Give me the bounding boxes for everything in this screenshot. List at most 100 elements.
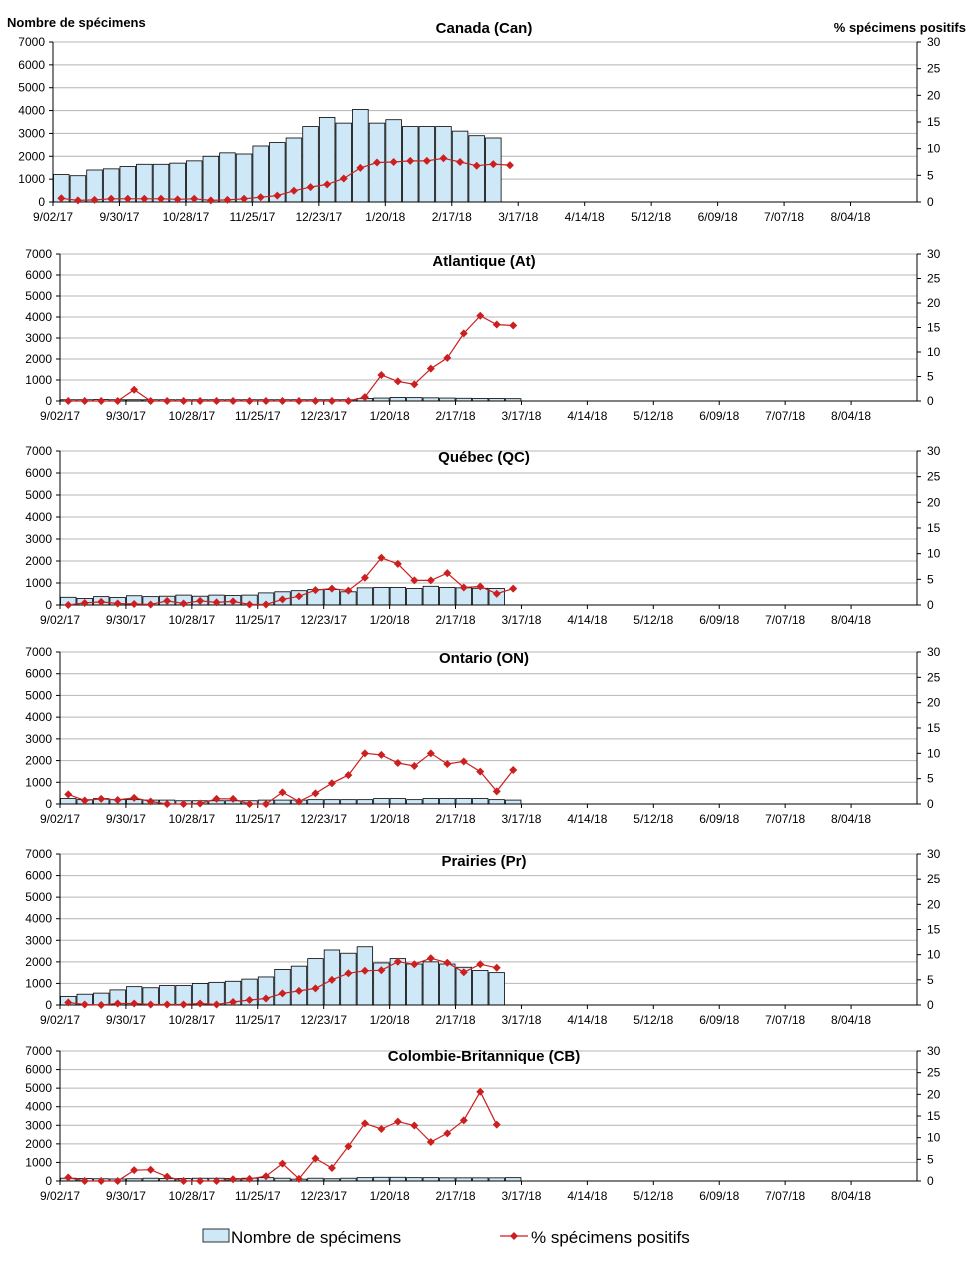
chart-2-title: Québec (QC) — [438, 449, 530, 466]
chart-5-x-tick-label: 6/09/18 — [699, 1189, 739, 1203]
chart-0-x-tick-label: 4/14/18 — [565, 210, 605, 224]
chart-4-left-tick-label: 7000 — [25, 847, 52, 861]
chart-1-x-tick-label: 6/09/18 — [699, 409, 739, 423]
chart-4-bar — [422, 961, 439, 1006]
chart-0-x-tick-label: 9/30/17 — [99, 210, 139, 224]
chart-4-positive-marker — [377, 966, 386, 975]
chart-4-positive-marker — [229, 997, 238, 1006]
chart-2-positive-marker — [410, 576, 419, 585]
chart-5-right-tick-label: 30 — [927, 1044, 941, 1058]
chart-0-x-tick-label: 8/04/18 — [831, 210, 871, 224]
chart-1-positive-marker — [64, 397, 73, 405]
chart-1-positive-marker — [113, 397, 122, 405]
chart-2-positive-marker — [360, 573, 369, 582]
chart-4-bar — [356, 946, 374, 1006]
chart-2-bar — [356, 587, 374, 606]
chart-1-right-tick-label: 15 — [927, 321, 941, 335]
chart-4-x-tick-label: 6/09/18 — [699, 1013, 739, 1027]
chart-1-title: Atlantique (At) — [432, 253, 535, 270]
chart-1-x-tick-label: 8/04/18 — [831, 409, 871, 423]
chart-2-positive-line — [68, 557, 514, 606]
chart-5-positive-marker — [97, 1177, 106, 1185]
chart-5-positive-marker — [229, 1175, 238, 1184]
chart-2-right-tick-label: 25 — [927, 470, 941, 484]
chart-2-x-tick-label: 7/07/18 — [765, 613, 805, 627]
chart-0-bar — [435, 126, 452, 203]
chart-1-right-tick-label: 30 — [927, 247, 941, 261]
chart-5-positive-marker — [179, 1177, 188, 1185]
chart-4-positive-marker — [327, 975, 336, 984]
chart-3-left-tick-label: 7000 — [25, 645, 52, 659]
chart-0-positive-marker — [389, 158, 398, 166]
chart-1-positive-marker — [163, 397, 172, 405]
chart-4-x-tick-label: 8/04/18 — [831, 1013, 871, 1027]
chart-5-left-tick-label: 6000 — [25, 1063, 52, 1077]
chart-0-x-tick-label: 7/07/18 — [764, 210, 804, 224]
chart-0-x-tick-label: 6/09/18 — [698, 210, 738, 224]
chart-4-positive-marker — [97, 1001, 106, 1009]
chart-3-right-tick-label: 5 — [927, 772, 934, 786]
chart-4-positive-marker — [179, 1000, 188, 1009]
chart-5-positive-marker — [327, 1164, 336, 1172]
chart-0-x-tick-label: 10/28/17 — [163, 210, 210, 224]
chart-2-x-tick-label: 11/25/17 — [235, 613, 281, 627]
chart-1-bar — [406, 397, 423, 402]
chart-3-positive-marker — [492, 787, 501, 796]
chart-3-positive-marker — [80, 796, 89, 805]
chart-2-right-tick-label: 0 — [927, 598, 934, 612]
chart-2-positive-marker — [97, 597, 106, 606]
chart-4-x-tick-label: 2/17/18 — [436, 1013, 476, 1027]
chart-5-positive-marker — [410, 1121, 419, 1130]
chart-2-x-tick-label: 12/23/17 — [300, 613, 347, 627]
chart-1-x-tick-label: 1/20/18 — [370, 409, 410, 423]
chart-3-bar — [274, 799, 291, 805]
chart-4-left-tick-label: 0 — [45, 998, 52, 1012]
chart-1-right-tick-label: 0 — [927, 394, 934, 408]
chart-2-positive-marker — [492, 589, 501, 598]
chart-0-title: Canada (Can) — [436, 20, 533, 37]
chart-4-positive-marker — [163, 1000, 172, 1009]
chart-0-left-tick-label: 7000 — [18, 35, 45, 49]
chart-4-positive-marker — [212, 1000, 221, 1009]
chart-4-x-tick-label: 10/28/17 — [168, 1013, 215, 1027]
chart-1-left-tick-label: 3000 — [25, 331, 52, 345]
chart-5-positive-marker — [476, 1087, 485, 1096]
chart-1-right-tick-label: 10 — [927, 345, 941, 359]
chart-4-x-tick-label: 5/12/18 — [633, 1013, 673, 1027]
chart-3-bar — [472, 798, 489, 805]
chart-3-positive-marker — [262, 800, 271, 808]
chart-1-positive-marker — [311, 397, 320, 405]
chart-5-x-tick-label: 4/14/18 — [567, 1189, 607, 1203]
chart-1-positive-marker — [245, 397, 254, 405]
chart-3-bar — [373, 798, 390, 805]
chart-4-bar — [340, 952, 357, 1006]
chart-2-left-tick-label: 4000 — [25, 510, 52, 524]
chart-5-left-tick-label: 5000 — [25, 1081, 52, 1095]
legend-line-marker — [510, 1232, 518, 1240]
chart-4-positive-marker — [492, 963, 501, 972]
chart-0-positive-line — [61, 157, 510, 202]
chart-2-x-tick-label: 6/09/18 — [699, 613, 739, 627]
chart-0-left-tick-label: 4000 — [18, 104, 45, 118]
chart-5-x-tick-label: 8/04/18 — [831, 1189, 871, 1203]
chart-2-x-tick-label: 9/02/17 — [40, 613, 80, 627]
chart-5-positive-marker — [262, 1172, 271, 1181]
chart-4-positive-marker — [80, 1000, 89, 1009]
chart-3-positive-marker — [146, 797, 155, 806]
chart-4-right-tick-label: 15 — [927, 923, 941, 937]
chart-2-left-tick-label: 1000 — [25, 576, 52, 590]
chart-3-left-tick-label: 0 — [45, 797, 52, 811]
chart-0-positive-marker — [223, 195, 232, 204]
chart-5-x-tick-label: 3/17/18 — [501, 1189, 541, 1203]
chart-4-x-tick-label: 7/07/18 — [765, 1013, 805, 1027]
chart-3-positive-marker — [245, 800, 254, 808]
chart-2-positive-marker — [179, 599, 188, 608]
chart-1-positive-marker — [327, 397, 336, 405]
chart-2-x-tick-label: 10/28/17 — [168, 613, 215, 627]
chart-1-left-tick-label: 6000 — [25, 268, 52, 282]
chart-0-positive-marker — [505, 161, 514, 170]
chart-2-bar — [439, 587, 456, 606]
chart-5-left-tick-label: 0 — [45, 1174, 52, 1188]
chart-3-right-tick-label: 30 — [927, 645, 941, 659]
chart-2-left-tick-label: 6000 — [25, 466, 52, 480]
